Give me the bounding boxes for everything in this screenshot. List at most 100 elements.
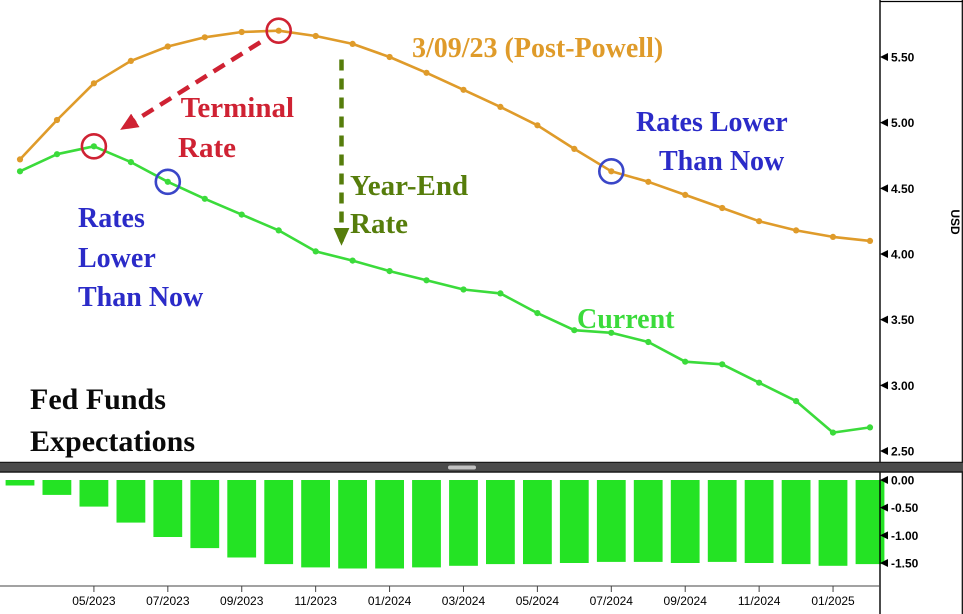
axis-tick-label: 5.00 — [891, 116, 915, 130]
data-point — [53, 116, 61, 124]
x-tick-label: 01/2025 — [811, 594, 855, 608]
spread-bars-layer — [5, 480, 885, 569]
spread-bar — [79, 480, 109, 507]
data-point — [90, 80, 97, 87]
data-point — [275, 227, 282, 234]
spread-bar — [744, 480, 774, 563]
axis-tick-label: -1.00 — [891, 529, 919, 543]
data-point — [164, 43, 171, 50]
x-tick-label: 01/2024 — [368, 594, 412, 608]
axis-tick-arrow — [880, 503, 888, 512]
data-point — [238, 28, 245, 36]
spread-bar — [523, 480, 552, 565]
usd-axis-label: USD — [948, 209, 962, 235]
panel-splitter[interactable] — [0, 463, 963, 472]
x-tick-label: 07/2023 — [146, 594, 190, 608]
x-tick-label: 09/2024 — [664, 594, 708, 608]
axis-tick-label: 0.00 — [891, 474, 915, 488]
data-point — [164, 178, 171, 185]
spread-bar — [818, 480, 848, 566]
post-powell-series-label: 3/09/23 (Post-Powell) — [412, 33, 663, 64]
spread-bar — [412, 480, 441, 568]
line-series-layer — [16, 27, 874, 436]
spread-bar — [670, 480, 700, 563]
axis-tick-arrow — [880, 118, 888, 127]
data-point — [16, 156, 24, 163]
axis-tick-label: -0.50 — [891, 501, 919, 515]
spread-bar — [449, 480, 478, 566]
data-point — [460, 286, 467, 293]
data-point — [53, 151, 61, 158]
chart-title: Fed Funds Expectations — [30, 383, 195, 458]
rates-lower-left-label: Rates Lower Than Now — [78, 203, 204, 313]
data-point — [386, 268, 393, 275]
data-point — [423, 277, 430, 284]
axis-tick-label: -1.50 — [891, 556, 919, 570]
data-point — [719, 204, 726, 212]
data-point — [312, 248, 319, 255]
spread-bar — [781, 480, 811, 565]
current-line — [19, 145, 871, 434]
spread-bar — [153, 480, 183, 537]
data-point — [497, 290, 504, 297]
axis-tick-label: 4.00 — [891, 247, 915, 261]
axis-tick-label: 4.50 — [891, 182, 915, 196]
x-tick-label: 09/2023 — [220, 594, 264, 608]
post-powell-line — [19, 29, 871, 243]
spread-bar — [596, 480, 626, 562]
data-point — [201, 195, 208, 202]
spread-bar — [301, 480, 330, 568]
terminal-rate-label: Terminal Rate — [178, 92, 301, 164]
x-tick-label: 05/2024 — [516, 594, 560, 608]
data-point — [608, 329, 615, 336]
axis-tick-label: 5.50 — [891, 51, 915, 65]
data-point — [571, 327, 578, 334]
spread-bar — [42, 480, 72, 495]
data-point — [275, 27, 282, 34]
data-point — [793, 227, 800, 234]
axis-tick-arrow — [880, 381, 888, 390]
data-point — [608, 168, 615, 175]
data-point — [682, 191, 689, 198]
data-point — [756, 379, 763, 386]
data-point — [386, 53, 393, 61]
data-point — [127, 159, 134, 166]
data-point — [829, 429, 837, 436]
x-tick-label: 07/2024 — [590, 594, 634, 608]
spread-bar — [338, 480, 367, 569]
data-point — [866, 424, 874, 431]
data-point — [534, 310, 541, 317]
data-point — [90, 143, 97, 150]
panel-splitter-handle[interactable] — [448, 465, 476, 470]
annotation-marks-layer — [80, 17, 625, 246]
data-point — [719, 361, 726, 368]
current-series-label: Current — [577, 304, 675, 335]
data-point — [645, 338, 652, 346]
spread-bar — [227, 480, 257, 558]
year-end-rate-label: Year-End Rate — [350, 170, 475, 240]
data-point — [497, 103, 504, 110]
axis-tick-arrow — [880, 446, 888, 455]
data-point — [645, 178, 652, 185]
axis-tick-arrow — [880, 53, 888, 61]
data-point — [16, 168, 24, 175]
spread-bar — [116, 480, 146, 523]
data-point — [866, 237, 874, 244]
rates-lower-right-label: Rates Lower Than Now — [636, 107, 794, 177]
spread-bar — [5, 480, 35, 486]
axis-tick-label: 2.50 — [891, 444, 915, 458]
data-point — [793, 398, 800, 405]
spread-bar — [486, 480, 515, 565]
axis-tick-arrow — [880, 558, 888, 567]
data-point — [349, 40, 356, 48]
spread-bar — [633, 480, 663, 562]
data-point — [238, 211, 245, 218]
spread-bar — [375, 480, 404, 569]
axis-tick-label: 3.00 — [891, 379, 915, 393]
axis-tick-arrow — [880, 315, 888, 324]
data-point — [460, 86, 467, 93]
axis-tick-label: 3.50 — [891, 313, 915, 327]
